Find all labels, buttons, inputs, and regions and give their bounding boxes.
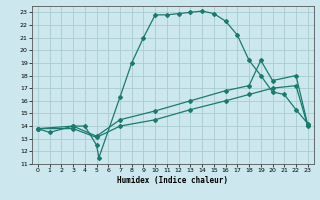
X-axis label: Humidex (Indice chaleur): Humidex (Indice chaleur) — [117, 176, 228, 185]
